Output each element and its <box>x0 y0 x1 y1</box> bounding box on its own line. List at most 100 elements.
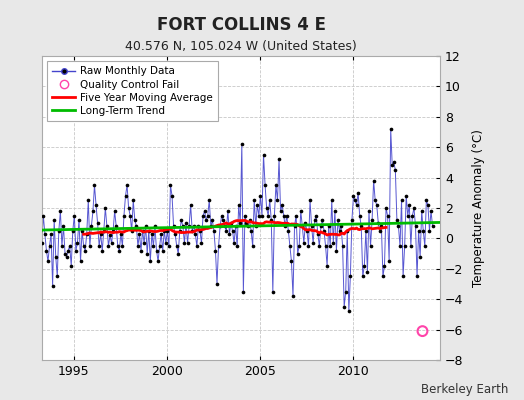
Point <box>244 223 252 230</box>
Point <box>101 205 110 211</box>
Point <box>61 250 69 257</box>
Point <box>115 247 124 254</box>
Point <box>399 273 407 280</box>
Point <box>81 247 90 254</box>
Point <box>256 193 265 199</box>
Point <box>100 228 108 234</box>
Point <box>303 228 311 234</box>
Point <box>104 243 113 249</box>
Point <box>224 208 232 214</box>
Point <box>351 197 359 204</box>
Point <box>284 228 292 234</box>
Point <box>247 228 255 234</box>
Text: FORT COLLINS 4 E: FORT COLLINS 4 E <box>157 16 325 34</box>
Point <box>216 223 224 230</box>
Point <box>250 197 258 204</box>
Point <box>85 243 94 249</box>
Point <box>332 247 341 254</box>
Point <box>203 212 212 219</box>
Point <box>232 223 240 230</box>
Point <box>174 250 182 257</box>
Point <box>187 202 195 208</box>
Point <box>159 247 167 254</box>
Point <box>346 273 355 280</box>
Point <box>87 223 95 230</box>
Point <box>387 126 395 132</box>
Point <box>422 197 431 204</box>
Point <box>391 167 399 173</box>
Point <box>210 228 218 234</box>
Point <box>199 212 207 219</box>
Point <box>62 254 71 260</box>
Point <box>298 223 307 230</box>
Point <box>369 178 378 184</box>
Text: 40.576 N, 105.024 W (United States): 40.576 N, 105.024 W (United States) <box>125 40 357 53</box>
Point <box>58 243 66 249</box>
Point <box>377 223 386 230</box>
Point <box>274 197 282 204</box>
Point <box>429 223 437 230</box>
Point <box>315 243 323 249</box>
Point <box>84 197 93 204</box>
Point <box>83 231 91 237</box>
Point <box>122 193 130 199</box>
Point <box>114 243 122 249</box>
Point <box>323 262 331 269</box>
Point <box>127 228 136 234</box>
Point <box>172 243 181 249</box>
Point <box>165 243 173 249</box>
Point <box>152 247 161 254</box>
Point <box>407 243 415 249</box>
Point <box>255 212 263 219</box>
Point <box>357 223 365 230</box>
Point <box>413 273 421 280</box>
Point <box>77 258 85 264</box>
Point <box>225 231 234 237</box>
Point <box>166 182 174 188</box>
Point <box>193 243 201 249</box>
Point <box>419 228 428 234</box>
Point <box>143 250 151 257</box>
Point <box>75 217 83 223</box>
Point <box>270 212 279 219</box>
Point <box>145 228 153 234</box>
Point <box>242 220 250 226</box>
Point <box>120 212 128 219</box>
Point <box>230 240 238 246</box>
Point <box>279 212 288 219</box>
Point <box>397 197 406 204</box>
Point <box>376 228 384 234</box>
Point <box>180 240 189 246</box>
Point <box>51 254 60 260</box>
Point <box>126 212 134 219</box>
Point <box>130 217 139 223</box>
Point <box>418 328 427 334</box>
Point <box>45 243 53 249</box>
Point <box>318 217 326 223</box>
Legend: Raw Monthly Data, Quality Control Fail, Five Year Moving Average, Long-Term Tren: Raw Monthly Data, Quality Control Fail, … <box>47 61 219 121</box>
Point <box>56 208 64 214</box>
Point <box>53 273 61 280</box>
Point <box>235 202 243 208</box>
Point <box>371 197 379 204</box>
Point <box>146 258 155 264</box>
Point <box>118 243 127 249</box>
Point <box>405 202 413 208</box>
Point <box>67 262 75 269</box>
Point <box>355 212 364 219</box>
Point <box>50 217 58 223</box>
Point <box>354 190 362 196</box>
Point <box>374 220 383 226</box>
Point <box>183 240 192 246</box>
Point <box>290 223 299 230</box>
Point <box>331 208 339 214</box>
Point <box>410 205 418 211</box>
Point <box>200 208 209 214</box>
Point <box>269 288 277 295</box>
Point <box>345 308 353 314</box>
Point <box>292 212 300 219</box>
Point <box>416 254 424 260</box>
Point <box>111 208 119 214</box>
Point <box>366 243 375 249</box>
Point <box>282 212 291 219</box>
